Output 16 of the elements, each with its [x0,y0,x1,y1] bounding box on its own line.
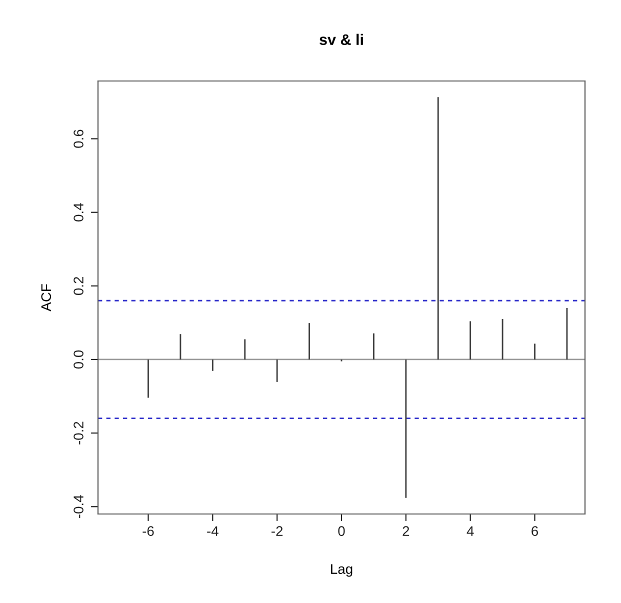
y-tick-label: 0.0 [74,350,84,369]
y-tick-label: 0.4 [74,203,84,222]
x-axis-title: Lag [331,564,352,577]
x-tick-label: 4 [466,526,474,536]
chart-title: sv & li [320,34,363,46]
x-tick-label: -6 [142,526,154,536]
y-tick-label: -0.2 [74,422,84,444]
x-tick-label: 2 [402,526,410,536]
y-tick-label: 0.2 [74,276,84,296]
x-tick-label: -4 [207,526,218,536]
x-tick-label: 6 [532,526,538,536]
y-tick-label: 0.6 [74,130,84,148]
y-axis-title: ACF [41,284,52,312]
x-tick-label: 0 [338,526,345,536]
y-tick-label: -0.4 [74,495,84,518]
x-tick-label: -2 [272,526,283,536]
